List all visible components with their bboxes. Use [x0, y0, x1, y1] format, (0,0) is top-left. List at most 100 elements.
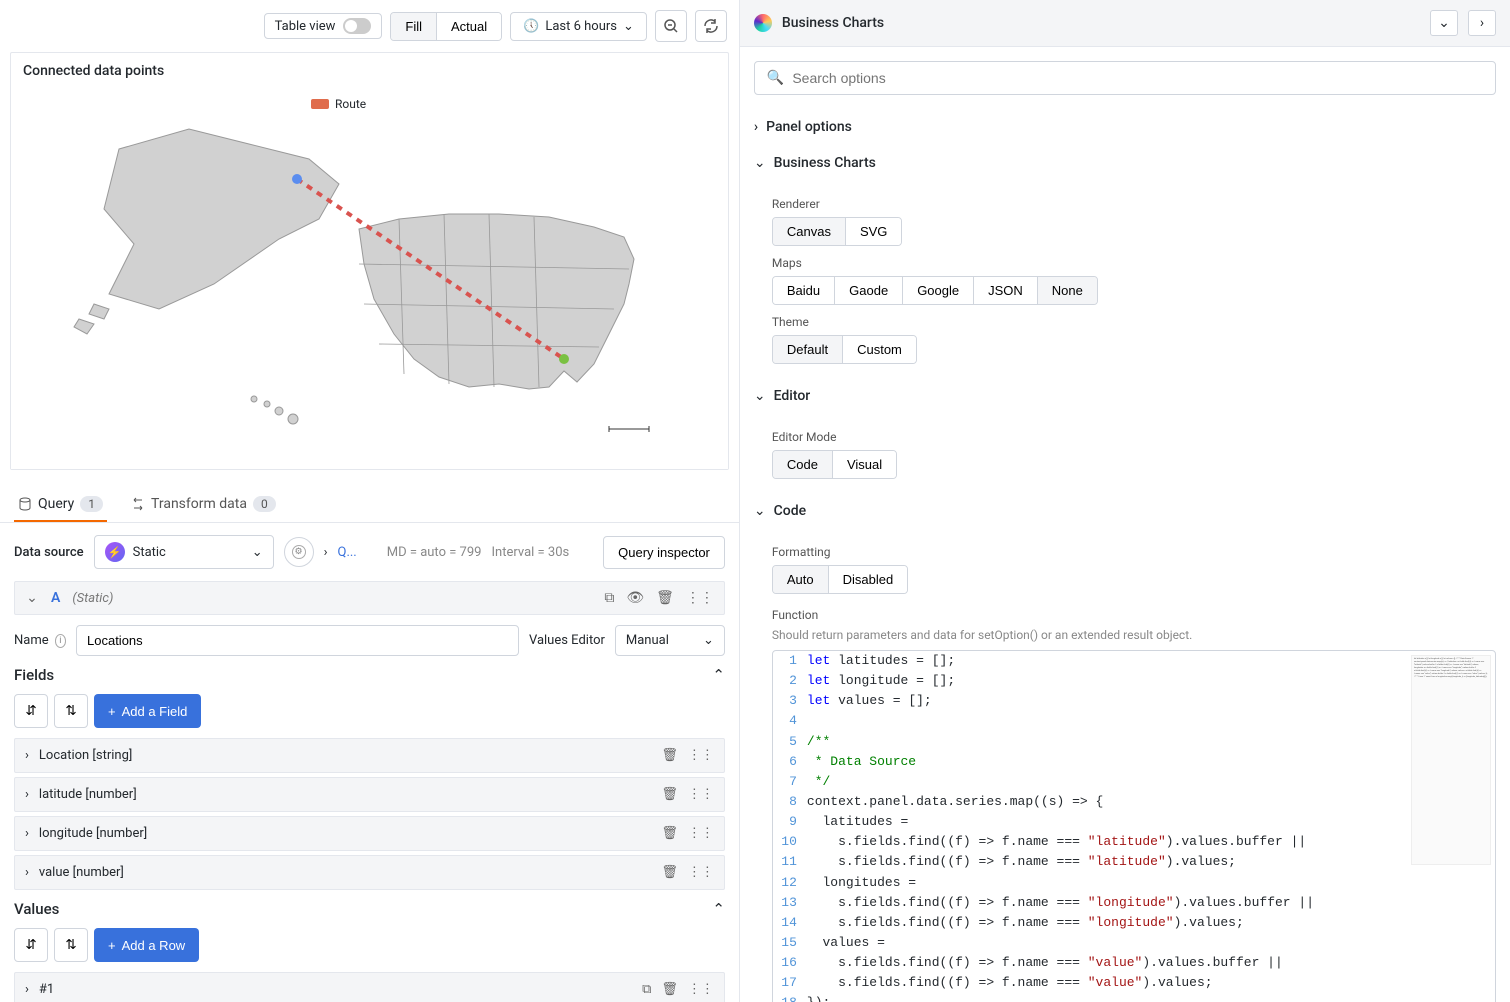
copy-icon[interactable]: ⧉	[642, 982, 651, 997]
chevron-down-icon	[754, 155, 766, 171]
search-icon: 🔍	[767, 70, 784, 86]
right-panel-title: Business Charts	[782, 15, 1420, 31]
formatting-segment: AutoDisabled	[772, 565, 908, 594]
query-inspector-button[interactable]: Query inspector	[603, 536, 725, 569]
duplicate-icon[interactable]: ⧉	[604, 590, 614, 606]
search-options-input[interactable]: 🔍	[754, 61, 1496, 95]
datasource-label: Data source	[14, 545, 84, 560]
add-field-button[interactable]: + Add a Field	[94, 694, 201, 728]
toggle-switch[interactable]	[343, 18, 371, 34]
trash-icon[interactable]: 🗑	[661, 826, 678, 841]
field-row[interactable]: latitude [number] 🗑 ⋮⋮	[14, 777, 725, 812]
editor-mode-seg-visual[interactable]: Visual	[833, 451, 896, 478]
trash-icon[interactable]: 🗑	[656, 590, 674, 606]
actual-button[interactable]: Actual	[437, 13, 501, 40]
editor-section[interactable]: Editor	[754, 378, 1496, 414]
chevron-right-icon	[25, 826, 29, 841]
maps-seg-google[interactable]: Google	[903, 277, 974, 304]
formatting-seg-auto[interactable]: Auto	[773, 566, 829, 593]
fill-button[interactable]: Fill	[391, 13, 437, 40]
renderer-label: Renderer	[772, 197, 1496, 211]
trash-icon[interactable]: 🗑	[661, 982, 678, 997]
refresh-button[interactable]	[695, 10, 727, 42]
panel-type-dropdown[interactable]	[1430, 10, 1458, 36]
query-a-header[interactable]: A (Static) ⧉ 👁 🗑 ⋮⋮	[14, 581, 725, 615]
field-row[interactable]: value [number]🗑⋮⋮	[14, 855, 725, 890]
query-tabs: Query 1 Transform data 0	[0, 480, 739, 523]
field-row[interactable]: longitude [number]🗑⋮⋮	[14, 816, 725, 851]
value-row[interactable]: #1 ⧉ 🗑 ⋮⋮	[14, 972, 725, 1002]
maps-seg-gaode[interactable]: Gaode	[835, 277, 903, 304]
drag-handle-icon[interactable]: ⋮⋮	[688, 787, 714, 802]
collapse-all-button[interactable]: ⇵	[14, 928, 48, 962]
md-meta: MD = auto = 799	[387, 545, 482, 560]
right-panel-header: Business Charts	[740, 0, 1510, 47]
maps-seg-json[interactable]: JSON	[974, 277, 1038, 304]
legend-label: Route	[335, 97, 366, 111]
info-icon[interactable]: i	[55, 634, 66, 648]
chevron-down-icon	[252, 545, 263, 560]
row-label: #1	[39, 982, 54, 997]
editor-mode-segment: CodeVisual	[772, 450, 897, 479]
code-section[interactable]: Code	[754, 493, 1496, 529]
time-range-label: Last 6 hours	[545, 19, 617, 34]
collapse-all-button[interactable]: ⇵	[14, 694, 48, 728]
maps-seg-baidu[interactable]: Baidu	[773, 277, 835, 304]
theme-seg-custom[interactable]: Custom	[843, 336, 916, 363]
trash-icon[interactable]: 🗑	[661, 865, 678, 880]
field-name: latitude [number]	[39, 787, 137, 802]
renderer-segment: CanvasSVG	[772, 217, 903, 246]
query-name-input[interactable]	[76, 625, 519, 656]
add-row-button[interactable]: + Add a Row	[94, 928, 199, 962]
table-view-toggle[interactable]: Table view	[264, 13, 383, 39]
theme-seg-default[interactable]: Default	[773, 336, 843, 363]
datasource-name: Static	[133, 545, 166, 560]
fill-actual-segment: Fill Actual	[390, 12, 502, 41]
renderer-seg-svg[interactable]: SVG	[846, 218, 901, 245]
expand-all-button[interactable]: ⇅	[54, 694, 88, 728]
trash-icon[interactable]: 🗑	[661, 748, 678, 763]
database-icon	[18, 497, 32, 511]
drag-handle-icon[interactable]: ⋮⋮	[688, 826, 714, 841]
values-editor-select[interactable]: Manual	[615, 625, 725, 656]
editor-mode-seg-code[interactable]: Code	[773, 451, 833, 478]
fields-section-header[interactable]: Fields ⌃	[14, 666, 725, 684]
trash-icon[interactable]: 🗑	[661, 787, 678, 802]
field-row[interactable]: Location [string] 🗑 ⋮⋮	[14, 738, 725, 773]
tab-transform[interactable]: Transform data 0	[127, 488, 280, 522]
chevron-down-icon	[703, 633, 714, 648]
code-editor[interactable]: 1let latitudes = [];2let longitude = [];…	[772, 650, 1496, 1002]
chevron-down-icon	[25, 590, 39, 606]
map-legend[interactable]: Route	[311, 97, 366, 111]
code-minimap[interactable]: let latitudes = []; let longitude = []; …	[1411, 655, 1491, 865]
drag-handle-icon[interactable]: ⋮⋮	[688, 865, 714, 880]
tab-transform-label: Transform data	[151, 496, 247, 512]
query-breadcrumb[interactable]: Q...	[338, 545, 357, 560]
panel-options-section[interactable]: Panel options	[754, 109, 1496, 145]
datasource-select[interactable]: ⚡ Static	[94, 535, 274, 569]
maps-seg-none[interactable]: None	[1038, 277, 1097, 304]
plus-icon: +	[108, 938, 116, 953]
drag-handle-icon[interactable]: ⋮⋮	[688, 982, 714, 997]
renderer-seg-canvas[interactable]: Canvas	[773, 218, 846, 245]
field-name: Location [string]	[39, 748, 132, 763]
map-visualization: Route	[11, 89, 728, 469]
eye-icon[interactable]: 👁	[626, 590, 644, 606]
transform-icon	[131, 497, 145, 511]
drag-handle-icon[interactable]: ⋮⋮	[688, 748, 714, 763]
values-section-header[interactable]: Values ⌃	[14, 900, 725, 918]
business-charts-logo-icon	[754, 14, 772, 32]
tab-query[interactable]: Query 1	[14, 488, 107, 522]
formatting-seg-disabled[interactable]: Disabled	[829, 566, 908, 593]
formatting-label: Formatting	[772, 545, 1496, 559]
maps-label: Maps	[772, 256, 1496, 270]
chevron-right-icon	[25, 982, 29, 997]
drag-handle-icon[interactable]: ⋮⋮	[686, 590, 714, 606]
datasource-settings-button[interactable]: ⚙	[284, 537, 314, 567]
business-charts-section[interactable]: Business Charts	[754, 145, 1496, 181]
zoom-out-button[interactable]	[655, 10, 687, 42]
map-panel: Connected data points Route	[10, 52, 729, 470]
time-range-picker[interactable]: 🕔 Last 6 hours	[510, 12, 647, 41]
collapse-panel-button[interactable]	[1468, 10, 1496, 36]
expand-all-button[interactable]: ⇅	[54, 928, 88, 962]
